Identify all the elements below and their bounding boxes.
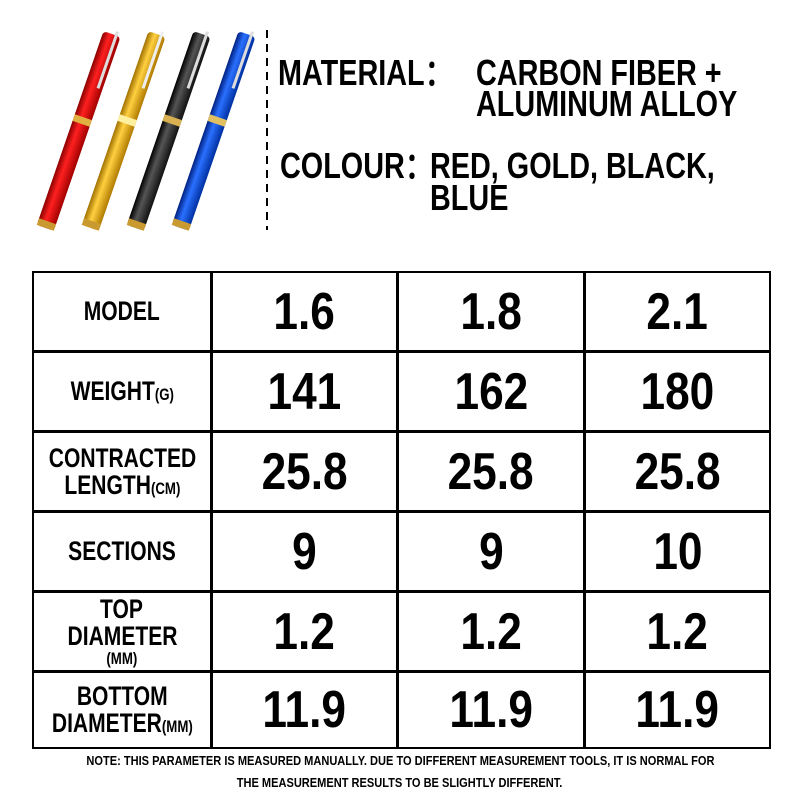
row-label: LENGTH <box>63 469 151 500</box>
value: 25.8 <box>634 442 721 501</box>
value-cell: 180 <box>584 351 771 432</box>
row-label-line: TOP <box>100 593 144 624</box>
row-label-cell: SECTIONS <box>32 511 212 592</box>
row-label-line: DIAMETER <box>67 620 177 651</box>
row-label: DIAMETER <box>67 620 177 651</box>
row-label: MODEL <box>83 296 161 326</box>
value-cell: 11.9 <box>584 671 771 749</box>
value-cell: 25.8 <box>211 431 398 512</box>
value-cell: 1.2 <box>397 591 585 672</box>
unit: (G) <box>154 385 174 404</box>
colour-value: BLUE <box>430 177 509 218</box>
value-cell: 1.2 <box>584 591 771 672</box>
value: 162 <box>454 362 528 421</box>
row-label: TOP <box>100 593 144 624</box>
value: 10 <box>652 522 703 581</box>
value-cell: 11.9 <box>211 671 398 749</box>
row-label-line: WEIGHT(G) <box>70 378 173 405</box>
row-label-cell: WEIGHT(G) <box>32 351 212 432</box>
value: 180 <box>640 362 715 421</box>
value: 2.1 <box>646 282 709 341</box>
note-line: THE MEASUREMENT RESULTS TO BE SLIGHTLY D… <box>237 775 563 790</box>
value: 9 <box>478 522 504 581</box>
row-label: CONTRACTED <box>48 442 196 473</box>
value-cell: 141 <box>211 351 398 432</box>
row-label-line: (MM) <box>107 650 138 668</box>
divider <box>266 30 268 230</box>
colour-label: COLOUR： <box>280 145 434 186</box>
value-cell: 11.9 <box>397 671 585 749</box>
value: 9 <box>292 522 317 581</box>
value: 1.2 <box>646 602 709 661</box>
note: THE MEASUREMENT RESULTS TO BE SLIGHTLY D… <box>0 775 800 790</box>
row-label-cell: MODEL <box>32 271 212 352</box>
row-label-line: MODEL <box>84 298 160 325</box>
value-cell: 9 <box>211 511 398 592</box>
note: NOTE: THIS PARAMETER IS MEASURED MANUALL… <box>0 753 800 768</box>
row-label-line: DIAMETER(MM) <box>52 710 193 737</box>
value-cell: 9 <box>397 511 585 592</box>
value-cell: 25.8 <box>397 431 585 512</box>
row-label: SECTIONS <box>68 536 176 566</box>
row-label-cell: TOP DIAMETER (MM) <box>32 591 212 672</box>
unit: (MM) <box>106 648 138 668</box>
material-value: ALUMINUM ALLOY <box>476 83 738 124</box>
row-label-line: BOTTOM <box>77 683 168 710</box>
row-label-cell: CONTRACTED LENGTH(CM) <box>32 431 212 512</box>
value: 1.2 <box>273 602 336 661</box>
material-label: MATERIAL： <box>278 52 454 93</box>
row-label: BOTTOM <box>76 681 168 711</box>
value-cell: 25.8 <box>584 431 771 512</box>
value: 25.8 <box>447 442 535 501</box>
row-label: DIAMETER <box>51 708 162 738</box>
pens-illustration <box>36 31 255 231</box>
material-value: CARBON FIBER + <box>476 52 722 93</box>
value-cell: 1.2 <box>211 591 398 672</box>
row-label: WEIGHT <box>70 376 155 406</box>
row-label-line: SECTIONS <box>68 538 176 565</box>
note-line: NOTE: THIS PARAMETER IS MEASURED MANUALL… <box>85 753 715 768</box>
unit: (CM) <box>150 478 181 498</box>
row-label-line: CONTRACTED <box>48 442 196 473</box>
value: 11.9 <box>449 681 533 739</box>
unit: (MM) <box>161 717 193 736</box>
row-label-cell: BOTTOM DIAMETER(MM) <box>32 671 212 749</box>
value: 11.9 <box>635 681 720 739</box>
value: 1.8 <box>460 282 522 341</box>
value: 25.8 <box>261 442 348 501</box>
value-cell: 10 <box>584 511 771 592</box>
value-cell: 2.1 <box>584 271 771 352</box>
value: 11.9 <box>262 681 347 739</box>
value-cell: 1.8 <box>397 271 585 352</box>
colour-value: RED, GOLD, BLACK, <box>430 145 715 186</box>
row-label-line: LENGTH(CM) <box>63 469 181 500</box>
value: 1.2 <box>460 602 522 661</box>
value-cell: 1.6 <box>211 271 398 352</box>
value-cell: 162 <box>397 351 585 432</box>
value: 141 <box>267 362 342 421</box>
value: 1.6 <box>273 282 336 341</box>
